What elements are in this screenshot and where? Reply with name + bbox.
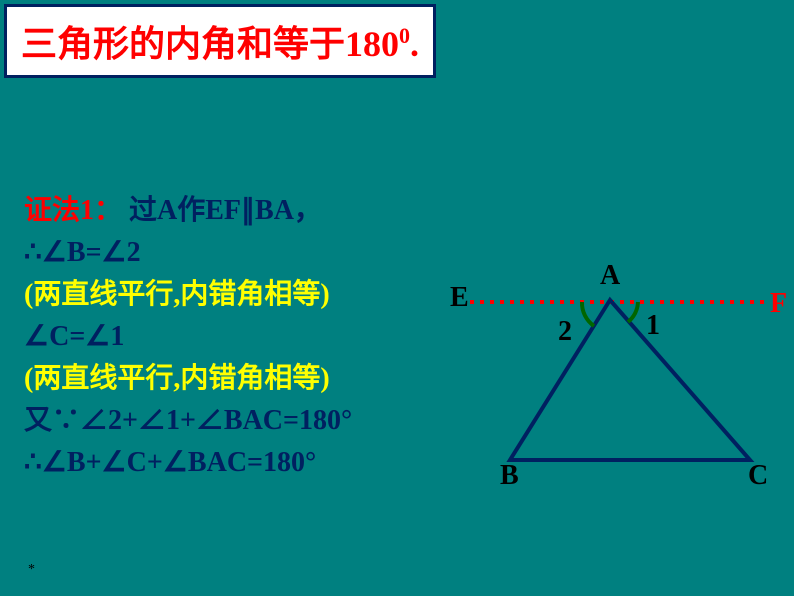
label-f: F — [770, 288, 787, 320]
proof-reason2: (两直线平行,内错角相等) — [24, 358, 494, 400]
label-c: C — [748, 460, 768, 492]
proof-step1: 过A作EF∥BA， — [129, 195, 322, 226]
title-box: 三角形的内角和等于1800. — [4, 4, 436, 78]
proof-block: 证法1： 过A作EF∥BA， ∴∠B=∠2 (两直线平行,内错角相等) ∠C=∠… — [24, 190, 494, 484]
proof-line-1: 证法1： 过A作EF∥BA， — [24, 190, 494, 232]
proof-step4: 又∵∠2+∠1+∠BAC=180° — [24, 400, 494, 442]
proof-heading: 证法1： — [24, 195, 122, 226]
title-text: 三角形的内角和等于1800. — [21, 24, 419, 64]
title-prefix: 三角形的内角和等于 — [21, 24, 345, 64]
title-exponent: 0 — [399, 23, 410, 48]
arc-angle-2 — [582, 302, 594, 326]
diagram-svg — [470, 260, 790, 480]
proof-step3: ∠C=∠1 — [24, 316, 494, 358]
proof-step2: ∴∠B=∠2 — [24, 232, 494, 274]
proof-step5: ∴∠B+∠C+∠BAC=180° — [24, 442, 494, 484]
label-angle-2: 2 — [558, 316, 572, 348]
label-e: E — [450, 282, 469, 314]
diagram: A B C E F 2 1 — [470, 260, 790, 480]
proof-reason1: (两直线平行,内错角相等) — [24, 274, 494, 316]
label-a: A — [600, 260, 620, 292]
footnote: * — [28, 562, 35, 578]
arc-angle-1 — [628, 302, 638, 322]
title-suffix: . — [410, 24, 419, 64]
label-b: B — [500, 460, 519, 492]
label-angle-1: 1 — [646, 310, 660, 342]
triangle — [510, 300, 750, 460]
title-value: 180 — [345, 24, 399, 64]
